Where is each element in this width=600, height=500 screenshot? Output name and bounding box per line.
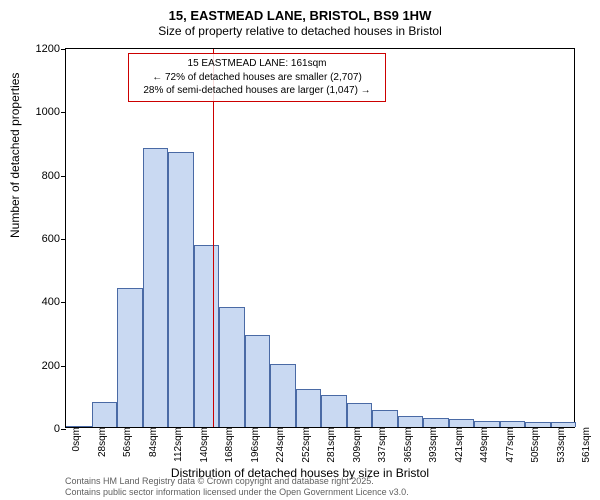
x-tick: 112sqm [171, 427, 184, 462]
credits: Contains HM Land Registry data © Crown c… [65, 476, 409, 498]
histogram-bar [270, 364, 296, 427]
histogram-bar [117, 288, 143, 427]
histogram-bar [296, 389, 322, 427]
y-tick-mark [61, 176, 66, 177]
x-tick: 224sqm [273, 427, 286, 463]
credits-line1: Contains HM Land Registry data © Crown c… [65, 476, 409, 487]
histogram-bar [92, 402, 118, 427]
y-tick-mark [61, 366, 66, 367]
x-tick: 337sqm [375, 427, 388, 463]
x-tick: 168sqm [222, 427, 235, 463]
x-tick: 477sqm [503, 427, 516, 463]
x-tick: 196sqm [248, 427, 261, 463]
x-tick: 533sqm [554, 427, 567, 463]
x-tick: 561sqm [579, 427, 592, 463]
histogram-bar [194, 245, 220, 427]
annotation-box: 15 EASTMEAD LANE: 161sqm← 72% of detache… [128, 53, 386, 102]
x-tick: 252sqm [299, 427, 312, 463]
x-tick: 505sqm [528, 427, 541, 463]
histogram-bar [245, 335, 271, 427]
x-tick: 28sqm [95, 427, 108, 457]
x-tick: 140sqm [197, 427, 210, 463]
histogram-bar [66, 426, 92, 427]
annotation-line1: 15 EASTMEAD LANE: 161sqm [135, 57, 379, 71]
histogram-bar [500, 421, 526, 427]
plot-area: 0200400600800100012000sqm28sqm56sqm84sqm… [65, 48, 575, 428]
y-tick-mark [61, 112, 66, 113]
chart-container: 15, EASTMEAD LANE, BRISTOL, BS9 1HW Size… [0, 0, 600, 500]
y-tick-mark [61, 239, 66, 240]
x-tick: 365sqm [401, 427, 414, 463]
histogram-bar [372, 410, 398, 427]
annotation-line2: ← 72% of detached houses are smaller (2,… [135, 71, 379, 85]
histogram-bar [551, 422, 577, 427]
histogram-bar [168, 152, 194, 428]
credits-line2: Contains public sector information licen… [65, 487, 409, 498]
x-tick: 84sqm [146, 427, 159, 457]
chart-subtitle: Size of property relative to detached ho… [0, 24, 600, 38]
x-tick: 0sqm [69, 427, 82, 451]
histogram-bar [423, 418, 449, 428]
histogram-bar [143, 148, 169, 427]
histogram-bar [347, 403, 373, 427]
histogram-bar [474, 421, 500, 427]
histogram-bar [449, 419, 475, 427]
y-tick-mark [61, 302, 66, 303]
x-tick: 421sqm [452, 427, 465, 463]
y-tick-mark [61, 429, 66, 430]
x-tick: 281sqm [324, 427, 337, 463]
x-tick: 393sqm [426, 427, 439, 463]
chart-title: 15, EASTMEAD LANE, BRISTOL, BS9 1HW [0, 8, 600, 23]
y-tick-mark [61, 49, 66, 50]
property-marker-line [213, 49, 214, 427]
x-tick: 449sqm [477, 427, 490, 463]
histogram-bar [321, 395, 347, 427]
x-tick: 56sqm [120, 427, 133, 457]
histogram-bar [219, 307, 245, 427]
histogram-bar [525, 422, 551, 427]
annotation-line3: 28% of semi-detached houses are larger (… [135, 84, 379, 98]
x-tick: 309sqm [350, 427, 363, 463]
y-axis-label: Number of detached properties [8, 73, 22, 238]
histogram-bar [398, 416, 424, 427]
